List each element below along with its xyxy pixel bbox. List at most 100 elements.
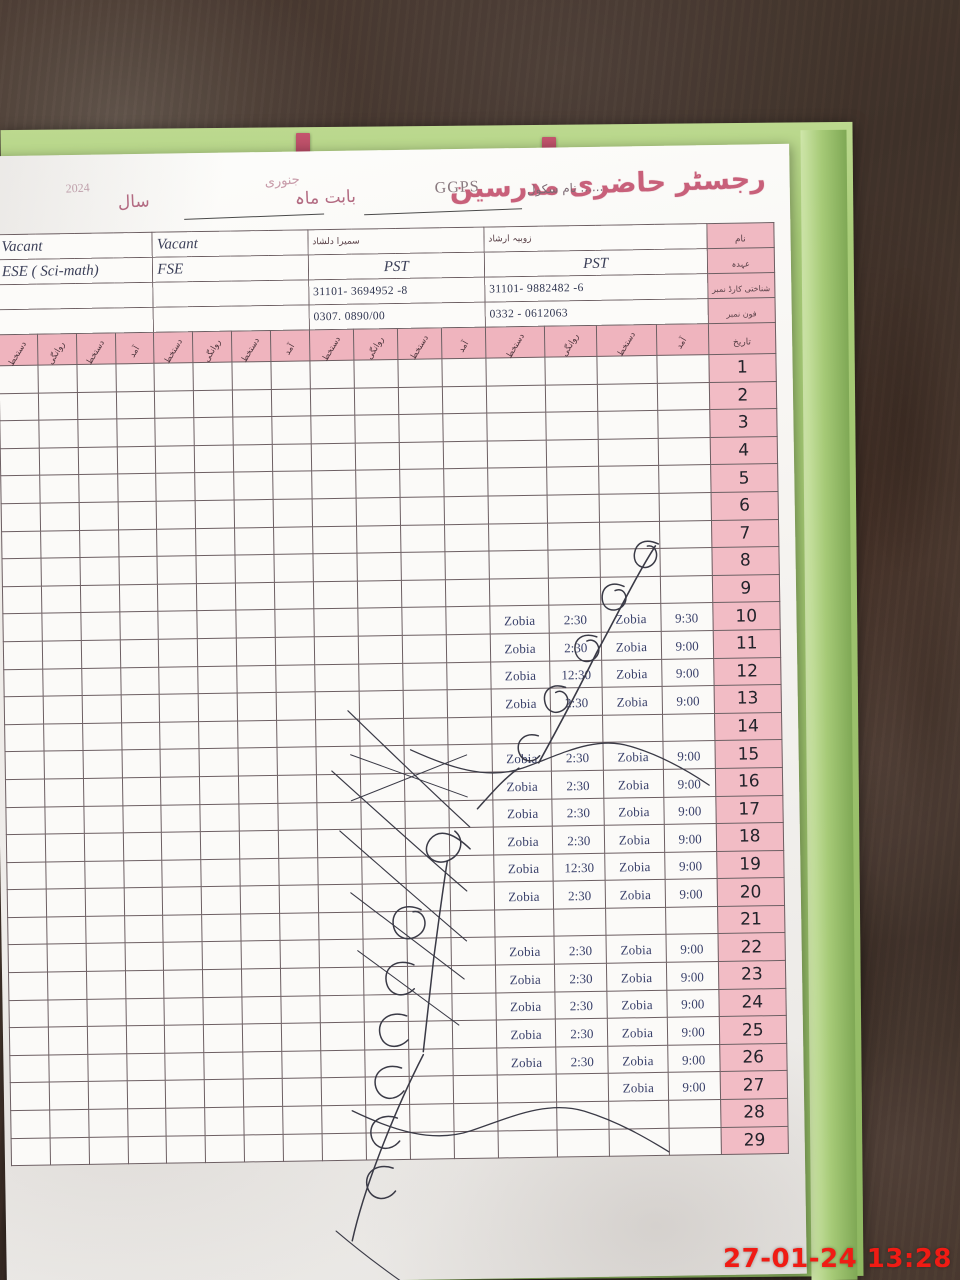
attendance-cell[interactable] [238, 802, 279, 832]
attendance-cell[interactable] [49, 1137, 90, 1166]
attendance-cell[interactable]: 2:30 [556, 1046, 609, 1075]
attendance-cell[interactable]: Zobia [490, 633, 551, 662]
attendance-cell[interactable] [453, 1103, 498, 1132]
attendance-cell[interactable] [200, 803, 240, 832]
attendance-cell[interactable] [309, 360, 355, 389]
attendance-cell[interactable] [321, 1132, 367, 1161]
attendance-cell[interactable] [488, 550, 549, 579]
attendance-cell[interactable] [238, 775, 278, 804]
attendance-cell[interactable] [497, 1074, 558, 1104]
attendance-cell[interactable] [316, 774, 361, 803]
attendance-cell[interactable]: Zobia [495, 964, 556, 993]
attendance-cell[interactable] [165, 1052, 205, 1081]
attendance-cell[interactable] [44, 805, 85, 835]
attendance-cell[interactable] [37, 364, 78, 393]
attendance-cell[interactable] [194, 472, 235, 501]
attendance-cell[interactable] [320, 1049, 365, 1079]
attendance-cell[interactable] [402, 634, 447, 663]
attendance-cell[interactable]: 2:30 [551, 742, 604, 771]
attendance-cell[interactable] [195, 527, 236, 556]
attendance-cell[interactable] [48, 1054, 88, 1083]
attendance-cell[interactable] [310, 415, 356, 444]
attendance-cell[interactable] [318, 939, 364, 968]
attendance-cell[interactable]: 2:30 [555, 1018, 608, 1047]
attendance-cell[interactable] [314, 691, 360, 720]
attendance-cell[interactable]: Zobia [492, 798, 553, 828]
attendance-cell[interactable] [317, 856, 362, 886]
attendance-cell[interactable] [314, 636, 359, 665]
attendance-cell[interactable] [487, 439, 548, 469]
attendance-cell[interactable]: 9:00 [666, 961, 719, 990]
attendance-cell[interactable]: Zobia [494, 936, 555, 966]
attendance-cell[interactable] [275, 664, 315, 693]
attendance-cell[interactable] [451, 992, 497, 1021]
attendance-cell[interactable] [608, 1100, 669, 1129]
attendance-cell[interactable] [600, 548, 661, 578]
attendance-cell[interactable]: Zobia [496, 1019, 557, 1048]
attendance-cell[interactable] [317, 829, 362, 858]
attendance-cell[interactable] [320, 1022, 365, 1051]
attendance-cell[interactable] [126, 1080, 167, 1109]
attendance-cell[interactable] [120, 666, 160, 695]
attendance-cell[interactable] [449, 882, 495, 911]
attendance-cell[interactable] [240, 913, 280, 942]
attendance-cell[interactable] [400, 551, 446, 581]
attendance-cell[interactable] [656, 354, 709, 383]
attendance-cell[interactable] [452, 1047, 498, 1077]
attendance-cell[interactable] [443, 496, 489, 525]
attendance-cell[interactable] [277, 774, 317, 803]
attendance-cell[interactable] [403, 717, 448, 746]
attendance-cell[interactable] [204, 1079, 244, 1108]
attendance-cell[interactable]: Zobia [604, 824, 665, 853]
attendance-cell[interactable] [360, 800, 406, 830]
attendance-cell[interactable] [46, 916, 86, 945]
attendance-cell[interactable] [398, 413, 444, 443]
attendance-cell[interactable] [158, 638, 198, 667]
attendance-cell[interactable] [39, 474, 79, 504]
attendance-cell[interactable] [280, 995, 321, 1024]
attendance-cell[interactable] [276, 747, 317, 776]
attendance-cell[interactable] [127, 1108, 167, 1137]
attendance-cell[interactable] [276, 719, 316, 748]
attendance-cell[interactable] [365, 1131, 411, 1161]
attendance-cell[interactable] [450, 937, 496, 966]
attendance-cell[interactable] [279, 885, 319, 914]
attendance-cell[interactable] [557, 1101, 610, 1130]
attendance-cell[interactable] [3, 668, 44, 697]
attendance-cell[interactable] [0, 392, 39, 421]
attendance-cell[interactable] [163, 969, 204, 998]
attendance-cell[interactable] [445, 606, 491, 635]
attendance-cell[interactable] [2, 585, 42, 615]
attendance-cell[interactable] [84, 860, 124, 889]
attendance-cell[interactable] [598, 438, 659, 467]
attendance-cell[interactable] [602, 714, 663, 743]
attendance-cell[interactable] [121, 777, 162, 806]
attendance-cell[interactable] [545, 383, 598, 413]
attendance-cell[interactable]: Zobia [603, 769, 664, 798]
attendance-cell[interactable]: 9:00 [663, 796, 716, 825]
attendance-cell[interactable] [448, 799, 494, 828]
attendance-cell[interactable] [556, 1073, 609, 1103]
attendance-cell[interactable] [88, 1136, 129, 1165]
attendance-cell[interactable] [657, 382, 710, 411]
attendance-cell[interactable] [365, 1104, 410, 1133]
attendance-cell[interactable]: 12:30 [550, 659, 603, 689]
attendance-cell[interactable]: Zobia [490, 660, 551, 690]
attendance-cell[interactable] [198, 693, 238, 722]
attendance-cell[interactable] [408, 1076, 454, 1105]
attendance-cell[interactable] [0, 420, 40, 449]
attendance-cell[interactable] [278, 829, 318, 859]
attendance-cell[interactable] [453, 1075, 498, 1104]
attendance-cell[interactable] [0, 365, 39, 394]
attendance-cell[interactable] [547, 521, 601, 551]
attendance-cell[interactable] [598, 465, 659, 495]
attendance-cell[interactable]: Zobia [605, 879, 666, 909]
attendance-cell[interactable] [497, 1129, 558, 1159]
attendance-cell[interactable] [234, 526, 274, 556]
attendance-cell[interactable] [43, 695, 83, 724]
attendance-cell[interactable] [123, 859, 163, 889]
attendance-cell[interactable] [41, 585, 81, 614]
attendance-cell[interactable] [124, 942, 164, 971]
attendance-cell[interactable] [157, 555, 197, 585]
attendance-cell[interactable] [80, 639, 121, 668]
